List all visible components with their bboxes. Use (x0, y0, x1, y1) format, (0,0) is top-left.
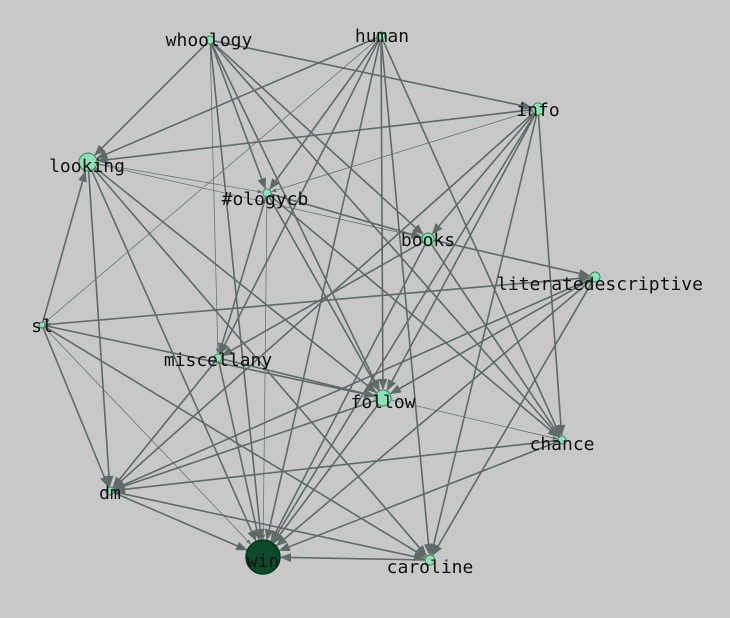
edge-follow-dm (113, 399, 376, 491)
edge-literatedescriptive-follow (389, 278, 592, 395)
edge-literatedescriptive-dm (113, 278, 591, 490)
edge-looking-caroline (93, 168, 427, 557)
edge-books-literatedescriptive (433, 239, 591, 278)
label-layer: whoology human info looking #ologycb books lit… (31, 26, 703, 578)
edge-looking-books (96, 163, 422, 239)
edge-dm-win (113, 491, 248, 551)
edge-whoology-chance (212, 42, 560, 438)
node-looking[interactable] (78, 152, 98, 172)
edge-follow-chance (390, 399, 558, 440)
node-label-dm: dm (99, 483, 121, 504)
edge-sl-looking (42, 170, 87, 323)
edge-info-books (431, 113, 535, 235)
edge-ologycb-follow (268, 196, 380, 392)
edge-literatedescriptive-win (275, 279, 592, 547)
edge-sl-dm (42, 327, 109, 488)
edge-human-sl (44, 38, 379, 323)
edge-whoology-books (212, 42, 424, 236)
edge-info-looking (96, 108, 533, 165)
edge-whoology-miscellany (209, 43, 220, 354)
edge-literatedescriptive-caroline (432, 280, 594, 556)
edge-books-chance (430, 243, 560, 437)
node-caroline[interactable] (424, 554, 436, 566)
edge-miscellany-follow (221, 358, 376, 398)
edge-looking-win (90, 169, 257, 542)
edge-human-caroline (380, 39, 433, 556)
node-miscellany[interactable] (213, 353, 223, 363)
node-chance[interactable] (557, 435, 567, 445)
edge-human-follow (378, 39, 388, 391)
node-human[interactable] (376, 31, 386, 41)
edge-ologycb-miscellany (217, 196, 267, 355)
edge-dm-caroline (113, 491, 426, 561)
edge-info-chance (537, 114, 566, 437)
node-literatedescriptive[interactable] (589, 271, 601, 283)
edge-looking-ologycb (96, 163, 263, 194)
node-win[interactable] (245, 539, 281, 575)
node-label-looking: looking (49, 156, 125, 177)
edge-ologycb-chance (269, 194, 560, 438)
edge-caroline-win (279, 553, 426, 562)
node-label-books: books (401, 230, 455, 251)
edge-info-ologycb (271, 110, 533, 193)
edge-books-miscellany (221, 241, 424, 357)
edge-layer (42, 36, 594, 562)
edge-follow-win (273, 403, 379, 544)
edge-chance-win (278, 440, 559, 552)
edge-human-win (264, 39, 381, 541)
edge-chance-dm (113, 439, 559, 494)
node-label-miscellany: miscellany (164, 350, 273, 371)
edge-whoology-looking (94, 42, 208, 156)
node-label-caroline: caroline (387, 557, 474, 578)
edge-human-chance (381, 39, 561, 437)
edge-miscellany-dm (112, 360, 217, 488)
edge-looking-follow (94, 166, 377, 394)
node-ologycb[interactable] (262, 188, 272, 198)
node-label-whoology: whoology (166, 30, 253, 51)
node-label-chance: chance (529, 434, 594, 455)
edge-whoology-win (209, 43, 265, 541)
edge-info-win (271, 113, 536, 543)
edge-info-follow (386, 113, 536, 392)
node-label-win: win (247, 551, 280, 572)
node-layer (38, 31, 601, 575)
edge-human-ologycb (269, 38, 380, 190)
edge-human-miscellany (219, 39, 380, 355)
node-label-sl: sl (31, 316, 53, 337)
edge-sl-follow (44, 324, 376, 399)
edge-whoology-ologycb (210, 43, 267, 190)
node-label-human: human (355, 26, 409, 47)
node-label-ologycb: #ologycb (222, 189, 309, 210)
node-info[interactable] (531, 102, 545, 116)
node-sl[interactable] (38, 321, 46, 329)
node-label-info: info (516, 100, 559, 121)
edge-ologycb-win (261, 196, 268, 540)
node-books[interactable] (421, 232, 435, 246)
edge-sl-literatedescriptive (44, 273, 591, 326)
edge-human-looking (96, 36, 378, 159)
edge-miscellany-win (218, 361, 262, 541)
edge-ologycb-books (270, 193, 423, 239)
node-dm[interactable] (105, 486, 115, 496)
edge-info-caroline (429, 114, 538, 556)
edge-sl-win (43, 326, 251, 545)
node-label-follow: follow (350, 392, 415, 413)
node-label-literatedescriptive: literatedescriptive (497, 274, 703, 295)
edge-looking-dm (87, 170, 114, 488)
node-follow[interactable] (374, 389, 392, 407)
node-whoology[interactable] (205, 35, 215, 45)
